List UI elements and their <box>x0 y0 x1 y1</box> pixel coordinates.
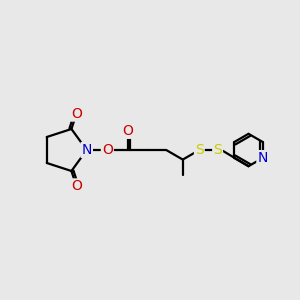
Text: O: O <box>71 106 82 121</box>
Text: O: O <box>102 143 113 157</box>
Text: N: N <box>257 151 268 165</box>
Text: O: O <box>71 179 82 194</box>
Text: S: S <box>213 143 222 157</box>
Text: O: O <box>122 124 134 138</box>
Text: S: S <box>195 143 204 157</box>
Text: N: N <box>82 143 92 157</box>
